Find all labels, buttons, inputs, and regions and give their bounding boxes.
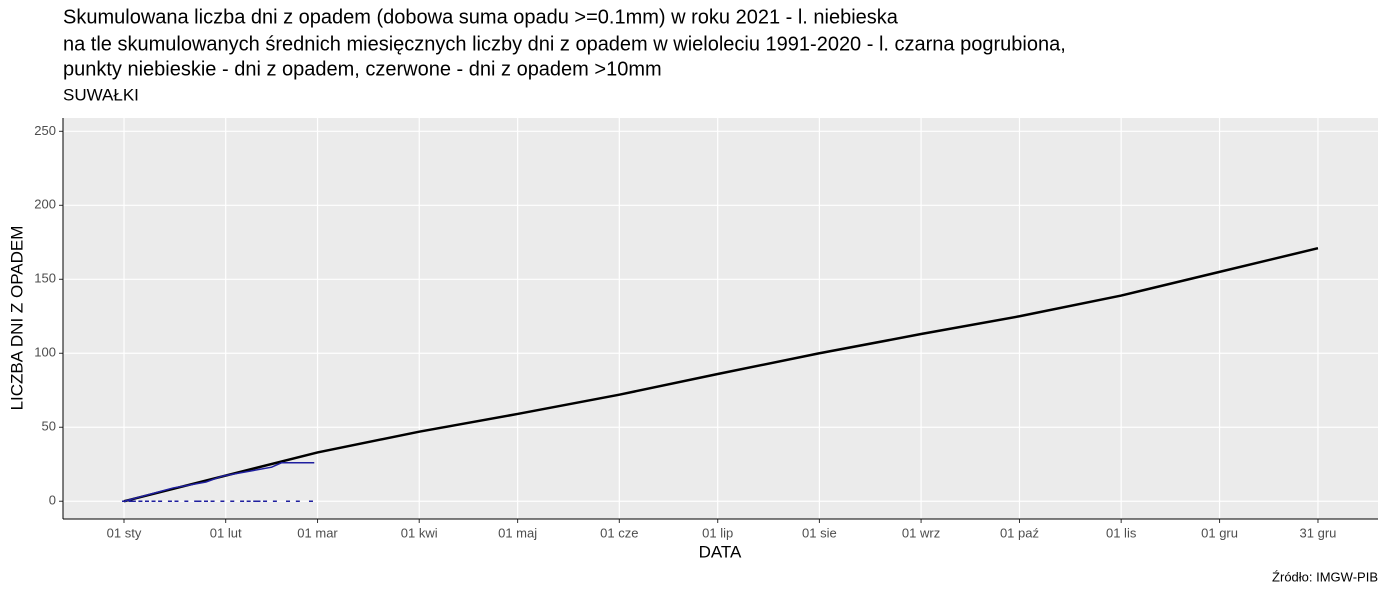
x-tick-label: 01 wrz — [902, 525, 940, 540]
x-axis-title: DATA — [699, 542, 742, 561]
y-tick-label: 200 — [34, 197, 56, 212]
y-tick-label: 150 — [34, 271, 56, 286]
x-tick-label: 01 lis — [1106, 525, 1137, 540]
x-tick-label: 01 maj — [498, 525, 537, 540]
line — [123, 246, 1319, 503]
caption: Źródło: IMGW-PIB — [1272, 569, 1378, 584]
y-axis-title: LICZBA DNI Z OPADEM — [7, 226, 26, 411]
chart-title: na tle skumulowanych średnich miesięczny… — [63, 33, 1066, 55]
x-tick-label: 01 kwi — [401, 525, 438, 540]
y-tick-label: 50 — [42, 419, 56, 434]
x-tick-label: 31 gru — [1300, 525, 1337, 540]
x-tick-label: 01 sty — [107, 525, 142, 540]
x-tick-label: 01 sie — [802, 525, 837, 540]
x-tick-label: 01 cze — [600, 525, 638, 540]
x-tick-label: 01 mar — [297, 525, 338, 540]
x-tick-label: 01 lut — [210, 525, 242, 540]
chart-title: punkty niebieskie - dni z opadem, czerwo… — [63, 58, 662, 80]
x-tick-label: 01 lip — [702, 525, 733, 540]
y-tick-label: 250 — [34, 123, 56, 138]
x-tick-label: 01 paź — [1000, 525, 1039, 540]
plot-background — [63, 118, 1378, 519]
chart-subtitle: SUWAŁKI — [63, 85, 139, 104]
x-tick-label: 01 gru — [1201, 525, 1238, 540]
y-tick-label: 0 — [49, 493, 56, 508]
line — [123, 462, 315, 502]
y-tick-label: 100 — [34, 345, 56, 360]
chart-title: Skumulowana liczba dni z opadem (dobowa … — [63, 6, 899, 28]
